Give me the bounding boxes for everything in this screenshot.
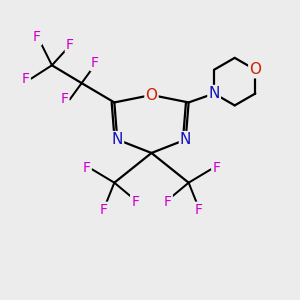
Text: O: O [146, 88, 158, 103]
Text: F: F [33, 30, 41, 44]
Text: F: F [22, 72, 30, 86]
Text: F: F [164, 195, 172, 209]
Text: F: F [131, 195, 139, 209]
Text: F: F [83, 161, 91, 175]
Text: F: F [212, 161, 220, 175]
Text: N: N [112, 132, 123, 147]
Text: F: F [100, 203, 108, 217]
Text: F: F [60, 92, 68, 106]
Text: F: F [66, 38, 74, 52]
Text: F: F [195, 203, 203, 217]
Text: N: N [180, 132, 191, 147]
Text: F: F [91, 56, 99, 70]
Text: O: O [249, 62, 261, 77]
Text: N: N [208, 86, 220, 101]
